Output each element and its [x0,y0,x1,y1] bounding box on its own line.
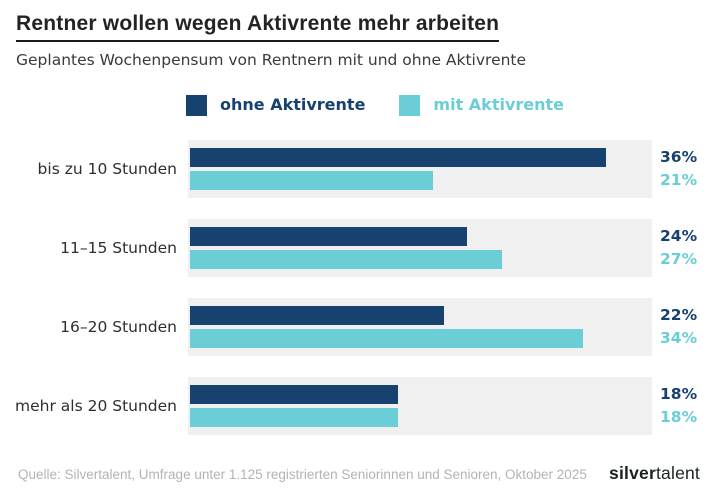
bar-chart: bis zu 10 Stunden 36% 21% 11–15 Stunden 24% 2… [0,139,710,435]
page-title: Rentner wollen wegen Aktivrente mehr arb… [16,12,500,43]
bar-mit-aktivrente [190,170,433,190]
legend-swatch-ohne-aktivrente [186,94,207,116]
value-label-ohne-aktivrente: 36% [660,147,698,166]
category-label: 11–15 Stunden [60,238,177,257]
bar-track [188,376,652,435]
value-label-ohne-aktivrente: 18% [660,384,698,403]
value-label-ohne-aktivrente: 22% [660,305,698,324]
footer: Quelle: Silvertalent, Umfrage unter 1.12… [18,463,700,483]
chart-row: mehr als 20 Stunden 18% 18% [0,376,710,435]
bar-mit-aktivrente [190,407,398,427]
category-label: 16–20 Stunden [60,317,177,336]
value-labels: 18% 18% [652,377,697,435]
value-label-mit-aktivrente: 34% [660,328,698,347]
value-label-ohne-aktivrente: 24% [660,226,698,245]
bar-track [188,139,652,198]
legend-item-ohne-aktivrente: ohne Aktivrente [186,94,366,116]
bar-track [188,297,652,356]
legend-swatch-mit-aktivrente [399,94,421,116]
logo-text-regular: talent [655,463,700,483]
header: Rentner wollen wegen Aktivrente mehr arb… [0,0,710,70]
value-labels: 36% 21% [652,140,697,198]
bar-ohne-aktivrente [190,384,398,404]
legend: ohne Aktivrente mit Aktivrente [186,94,710,116]
chart-row: 11–15 Stunden 24% 27% [0,218,710,277]
chart-row: 16–20 Stunden 22% 34% [0,297,710,356]
chart-subtitle: Geplantes Wochenpensum von Rentnern mit … [16,51,527,70]
silvertalent-logo: silvertalent [609,463,700,483]
value-labels: 22% 34% [652,298,697,356]
source-note: Quelle: Silvertalent, Umfrage unter 1.12… [18,466,587,482]
logo-text-bold: silver [609,463,656,483]
bar-mit-aktivrente [190,249,502,269]
bar-mit-aktivrente [190,328,583,348]
bar-ohne-aktivrente [190,147,606,167]
legend-item-mit-aktivrente: mit Aktivrente [399,94,565,116]
bar-ohne-aktivrente [190,226,468,246]
value-label-mit-aktivrente: 27% [660,249,698,268]
value-label-mit-aktivrente: 21% [660,170,698,189]
bar-track [188,218,652,277]
category-label: mehr als 20 Stunden [15,396,177,415]
category-label: bis zu 10 Stunden [37,159,177,178]
bar-ohne-aktivrente [190,305,445,325]
value-label-mit-aktivrente: 18% [660,407,698,426]
value-labels: 24% 27% [652,219,697,277]
legend-label-mit-aktivrente: mit Aktivrente [433,95,565,115]
legend-label-ohne-aktivrente: ohne Aktivrente [220,95,366,115]
chart-row: bis zu 10 Stunden 36% 21% [0,139,710,198]
